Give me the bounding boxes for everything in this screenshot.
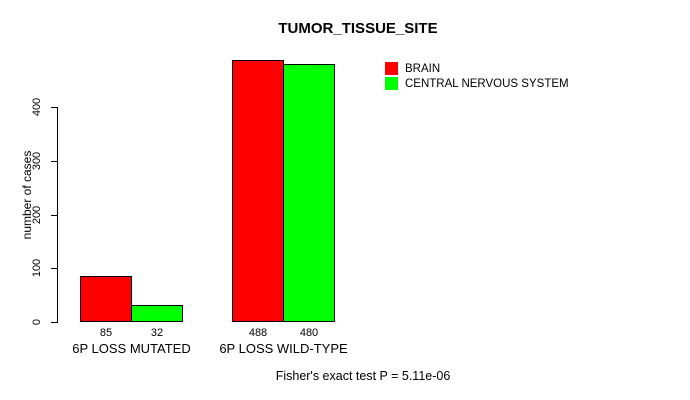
y-axis-tick — [51, 268, 57, 269]
bar-value-label: 488 — [248, 327, 268, 339]
bar-value-label: 480 — [299, 327, 319, 339]
y-tick-label: 0 — [31, 318, 43, 326]
legend: BRAIN CENTRAL NERVOUS SYSTEM — [385, 61, 569, 91]
x-category-label: 6P LOSS WILD-TYPE — [219, 341, 348, 356]
legend-item: CENTRAL NERVOUS SYSTEM — [385, 76, 569, 91]
bar-brain — [80, 276, 132, 322]
y-axis-tick — [51, 161, 57, 162]
y-axis-tick — [51, 215, 57, 216]
y-axis-line — [57, 107, 58, 323]
bar-value-label: 85 — [99, 327, 113, 339]
y-tick-label: 200 — [31, 205, 43, 225]
legend-swatch-icon — [385, 62, 398, 75]
bar-brain — [232, 60, 284, 322]
legend-item: BRAIN — [385, 61, 569, 76]
legend-swatch-icon — [385, 77, 398, 90]
y-tick-label: 400 — [31, 97, 43, 117]
chart-title: TUMOR_TISSUE_SITE — [278, 20, 438, 37]
bar-value-label: 32 — [150, 327, 164, 339]
y-tick-label: 100 — [31, 258, 43, 278]
y-axis-tick — [51, 322, 57, 323]
bar-central-nervous-system — [283, 64, 335, 322]
legend-label: CENTRAL NERVOUS SYSTEM — [405, 77, 569, 90]
x-category-label: 6P LOSS MUTATED — [72, 341, 191, 356]
legend-label: BRAIN — [405, 62, 441, 75]
bar-central-nervous-system — [131, 305, 183, 322]
annotation-text: Fisher's exact test P = 5.11e-06 — [275, 369, 451, 383]
y-axis-tick — [51, 107, 57, 108]
y-tick-label: 300 — [31, 151, 43, 171]
